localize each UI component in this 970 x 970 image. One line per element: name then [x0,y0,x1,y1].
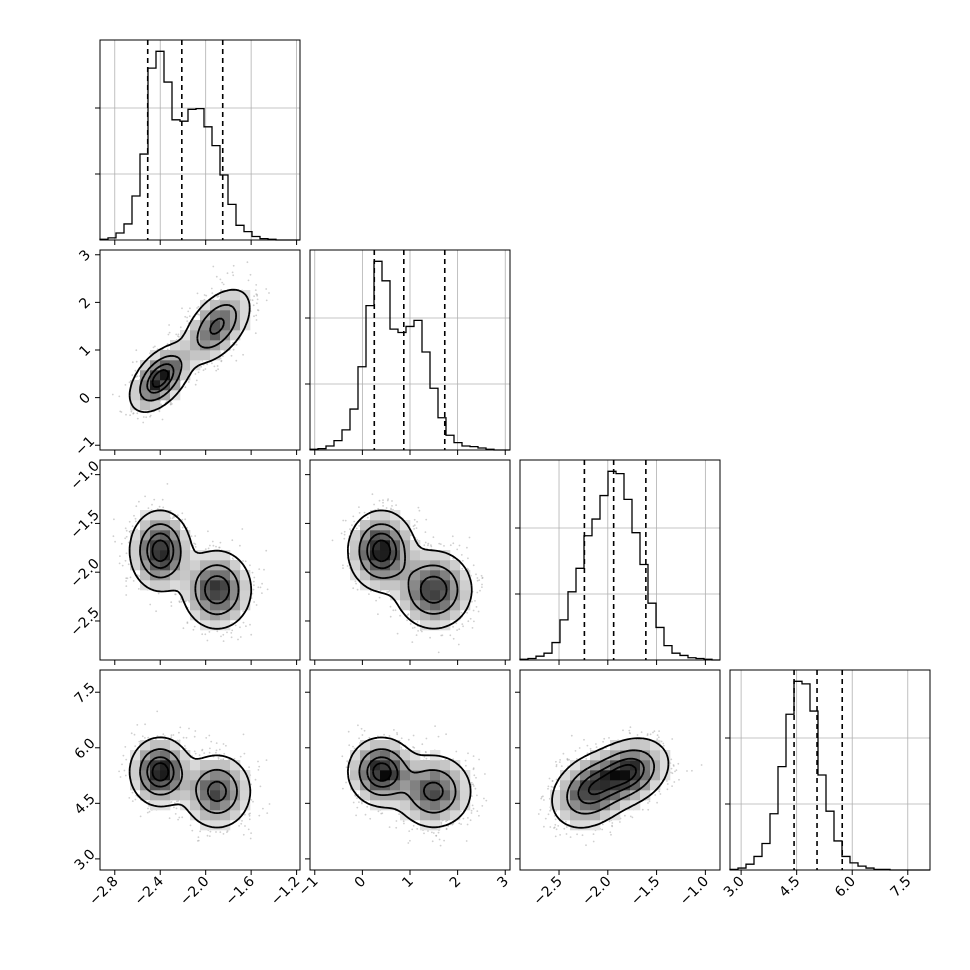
y-tick-label: −2.5 [67,604,102,639]
panel-3-2: −2.5 −2.0 −1.5 −1.0 [515,669,721,909]
y-tick-label: 0 [76,390,94,408]
y-tick-label: 3.0 [72,847,99,874]
contour-level-0 [347,509,473,630]
contour-level-2 [146,532,230,605]
contour-level-3 [372,539,392,563]
contour-level-1 [358,748,457,814]
histogram-step-3 [729,680,930,871]
x-tick-label: 4.5 [776,874,803,901]
panel-frame [519,669,721,871]
y-tick-label: −1 [72,433,98,459]
panel-3-1: −1 0 1 2 3 [296,669,512,900]
panel-3-0: −2.8 −2.4 −2.0 −1.6 −1.23.04.56.07.5 [72,669,303,909]
x-tick-label: 6.0 [832,874,859,901]
x-tick-label: −2.0 [177,874,212,909]
y-tick-label: 7.5 [72,680,99,707]
y-tick-label: 1 [76,342,94,360]
contour-level-0 [128,288,251,413]
y-tick-label: 6.0 [72,735,99,762]
contour-level-3 [151,539,170,563]
contour-level-2 [577,757,645,805]
contour-level-1 [139,304,237,402]
histogram-step-0 [99,50,300,241]
y-tick-label: −1.5 [67,507,102,542]
contour-level-2 [366,532,448,604]
panel-2-2 [515,459,721,665]
contour-level-3 [587,763,637,796]
y-tick-label: 4.5 [72,791,99,818]
contour-level-3 [372,762,392,782]
x-tick-label: −1 [296,874,322,900]
x-tick-label: −1.5 [628,874,663,909]
panel-frame [519,459,721,661]
x-tick-label: −2.8 [86,874,121,909]
x-tick-label: −1.0 [677,874,712,909]
panel-3-3: 3.0 4.5 6.0 7.5 [721,669,931,901]
x-tick-label: 0 [352,874,370,892]
x-tick-label: −2.5 [530,874,565,909]
contour-level-3 [151,762,170,782]
contour-level-3 [151,368,170,388]
y-tick-label: 2 [76,295,94,313]
contour-level-0 [128,736,252,829]
x-tick-label: 1 [399,874,417,892]
contour-level-1 [358,523,459,615]
panel-2-1 [305,459,511,665]
x-tick-label: 3.0 [721,874,748,901]
panel-1-1 [305,249,511,455]
contour-level-1 [139,748,238,814]
panel-frame [99,669,301,871]
x-tick-label: 2 [447,874,465,892]
contour-level-1 [139,523,240,616]
density-cells [550,740,671,831]
panel-frame [99,459,301,661]
contour-level-0 [128,509,253,630]
panel-1-0: −1 0 1 2 3 [72,247,301,459]
panel-2-0: −1.0 −1.5 −2.0 −2.5 [67,458,301,665]
histogram-step-2 [519,470,720,661]
histogram-step-1 [309,260,510,451]
y-tick-label: −2.0 [67,556,102,591]
x-tick-label: 3 [494,874,512,892]
contour-level-2 [146,756,227,803]
contour-level-0 [551,737,670,829]
panel-frame [99,39,301,241]
panel-frame [729,669,931,871]
contour-level-1 [566,749,655,815]
x-tick-label: 7.5 [888,874,915,901]
contour-level-0 [347,736,472,829]
contour-level-2 [146,317,225,394]
x-tick-label: −2.0 [579,874,614,909]
y-tick-label: 3 [76,247,94,265]
panel-0-0 [95,39,301,245]
x-tick-label: −1.6 [223,873,258,908]
y-tick-label: −1.0 [67,458,102,493]
contour-level-2 [366,756,444,802]
x-tick-label: −2.4 [132,873,167,908]
